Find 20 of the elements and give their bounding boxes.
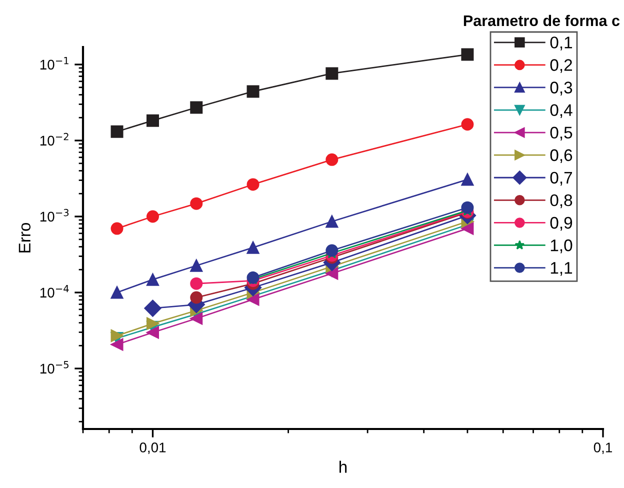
legend-label: 1,0 [550,239,572,254]
y-tick-label: 10$^{−1}$ [40,57,68,70]
x-axis-title: h [340,460,347,473]
legend-label: 0,9 [550,216,572,231]
y-axis-title: Erro [18,222,31,252]
legend-label: 1,1 [550,262,572,276]
legend-label: 0,2 [550,59,572,73]
y-tick-label: 10$^{−2}$ [40,132,68,146]
x-tick-label: 0,01 [140,442,166,454]
legend-label: 0,6 [550,149,572,164]
legend-label: 0,1 [550,36,572,50]
legend-label: 0,4 [550,104,572,118]
legend-label: 0,5 [550,126,572,141]
y-tick-label: 10$^{−4}$ [40,285,69,298]
legend-label: 0,3 [550,82,572,96]
legend-label: 0,8 [550,194,572,208]
y-tick-label: 10$^{−5}$ [40,361,68,374]
y-tick-label: 10$^{−3}$ [40,208,69,222]
legend-title: Parametro de forma c [464,14,620,26]
legend-label: 0,7 [550,172,572,186]
